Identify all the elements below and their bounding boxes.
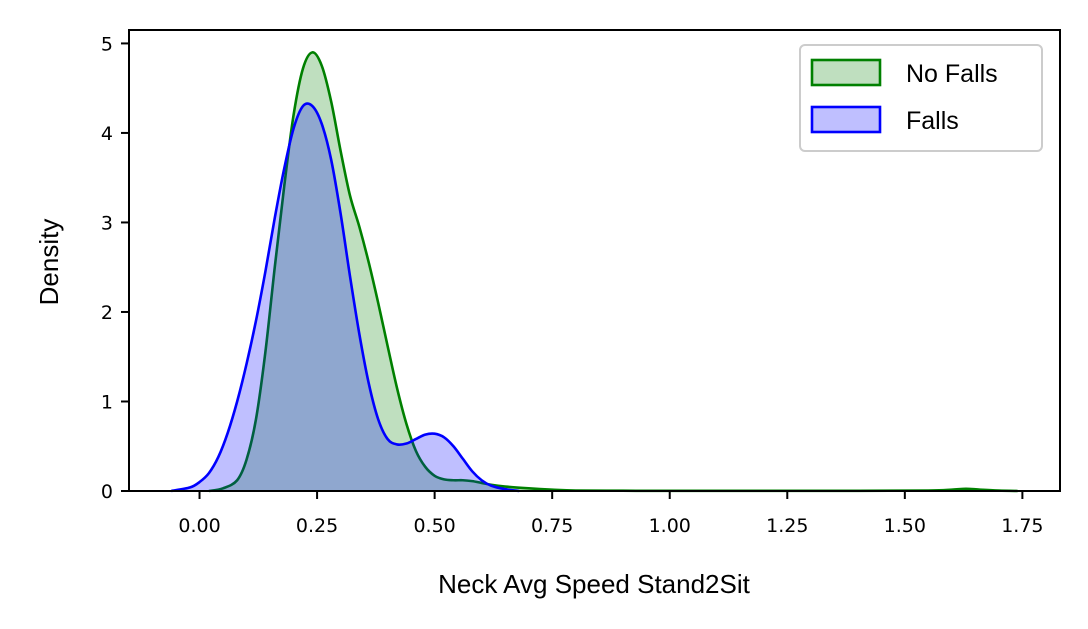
legend: No Falls Falls (799, 44, 1043, 152)
y-tick-label: 0 (101, 481, 113, 503)
plot-frame (128, 29, 1061, 492)
series-area-falls (171, 103, 520, 491)
x-axis: 0.00 0.25 0.50 0.75 1.00 1.25 1.50 1.75 (178, 491, 1044, 537)
legend-label-no-falls: No Falls (906, 60, 998, 88)
y-tick-label: 3 (101, 212, 113, 234)
x-axis-label: Neck Avg Speed Stand2Sit (438, 569, 751, 599)
x-tick-label: 1.75 (1001, 515, 1043, 537)
x-tick-label: 1.25 (766, 515, 808, 537)
y-tick-label: 4 (101, 123, 113, 145)
legend-swatch-no-falls (810, 58, 882, 87)
legend-label-falls: Falls (906, 107, 959, 135)
y-tick-label: 2 (101, 302, 113, 324)
legend-box (799, 44, 1043, 152)
series-line-falls (171, 102, 520, 493)
y-axis-label: Density (34, 219, 64, 306)
x-tick-label: 1.00 (649, 515, 691, 537)
x-tick-label: 0.50 (413, 515, 455, 537)
legend-swatch-falls (810, 105, 882, 134)
y-tick-label: 5 (101, 33, 113, 55)
y-axis: 0 1 2 3 4 5 (101, 33, 129, 503)
y-tick-label: 1 (101, 391, 113, 413)
x-tick-label: 1.50 (884, 515, 926, 537)
x-tick-label: 0.75 (531, 515, 573, 537)
x-tick-label: 0.25 (296, 515, 338, 537)
x-tick-label: 0.00 (178, 515, 220, 537)
